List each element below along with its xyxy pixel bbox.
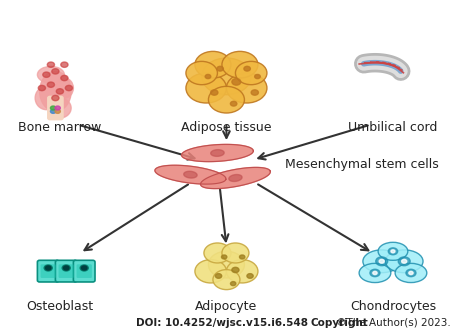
Polygon shape: [229, 174, 242, 181]
Circle shape: [47, 62, 55, 67]
Ellipse shape: [395, 263, 427, 283]
Circle shape: [230, 101, 237, 106]
Ellipse shape: [359, 263, 391, 283]
Ellipse shape: [378, 242, 408, 260]
Circle shape: [50, 109, 56, 113]
Ellipse shape: [201, 58, 251, 95]
Circle shape: [38, 85, 46, 91]
Text: DOI: 10.4252/wjsc.v15.i6.548: DOI: 10.4252/wjsc.v15.i6.548: [137, 318, 309, 328]
Circle shape: [398, 257, 410, 266]
Circle shape: [82, 266, 87, 270]
FancyBboxPatch shape: [37, 260, 59, 282]
Circle shape: [232, 79, 241, 85]
FancyBboxPatch shape: [59, 264, 74, 278]
Ellipse shape: [363, 250, 401, 273]
Circle shape: [388, 248, 398, 255]
FancyBboxPatch shape: [55, 260, 77, 282]
Ellipse shape: [40, 71, 71, 111]
Ellipse shape: [37, 67, 64, 83]
Circle shape: [230, 282, 236, 286]
Circle shape: [46, 266, 51, 270]
Ellipse shape: [195, 260, 227, 283]
Polygon shape: [211, 150, 224, 156]
Ellipse shape: [385, 250, 423, 273]
Ellipse shape: [186, 61, 218, 85]
Text: Mesenchymal stem cells: Mesenchymal stem cells: [285, 158, 439, 171]
Ellipse shape: [227, 73, 267, 103]
Text: Adipose tissue: Adipose tissue: [181, 121, 272, 134]
Text: Umbilical cord: Umbilical cord: [348, 121, 438, 134]
Circle shape: [221, 255, 227, 259]
Circle shape: [376, 257, 388, 266]
Circle shape: [52, 95, 59, 101]
Circle shape: [370, 269, 380, 277]
Ellipse shape: [62, 265, 70, 271]
FancyBboxPatch shape: [41, 264, 56, 278]
Ellipse shape: [35, 86, 58, 110]
Ellipse shape: [49, 98, 71, 118]
Polygon shape: [182, 144, 253, 162]
Circle shape: [409, 271, 413, 275]
Circle shape: [255, 75, 260, 79]
Circle shape: [47, 82, 55, 87]
Text: ©The Author(s) 2023.: ©The Author(s) 2023.: [333, 318, 451, 328]
Circle shape: [247, 274, 253, 278]
Ellipse shape: [222, 51, 258, 78]
Ellipse shape: [204, 243, 231, 263]
Circle shape: [210, 90, 218, 95]
Circle shape: [205, 75, 211, 79]
Circle shape: [217, 66, 223, 71]
Circle shape: [61, 62, 68, 67]
Ellipse shape: [186, 73, 227, 103]
Circle shape: [244, 66, 250, 71]
Ellipse shape: [222, 243, 249, 263]
Ellipse shape: [44, 265, 52, 271]
Circle shape: [232, 267, 239, 272]
Circle shape: [43, 72, 50, 77]
Circle shape: [56, 89, 64, 94]
FancyBboxPatch shape: [48, 96, 63, 120]
Text: Bone marrow: Bone marrow: [18, 121, 101, 134]
Circle shape: [52, 69, 59, 74]
Circle shape: [65, 85, 73, 91]
Circle shape: [373, 271, 377, 275]
FancyBboxPatch shape: [73, 260, 95, 282]
Text: Adipocyte: Adipocyte: [195, 300, 257, 312]
Circle shape: [401, 259, 407, 263]
Text: Copyright: Copyright: [310, 318, 368, 328]
Circle shape: [64, 266, 69, 270]
Ellipse shape: [195, 51, 231, 78]
Circle shape: [215, 274, 222, 278]
Text: Chondrocytes: Chondrocytes: [350, 300, 436, 312]
Circle shape: [55, 106, 60, 110]
Circle shape: [50, 106, 56, 110]
Polygon shape: [155, 165, 226, 184]
Circle shape: [55, 109, 60, 113]
FancyBboxPatch shape: [77, 264, 92, 278]
Ellipse shape: [213, 269, 240, 290]
Ellipse shape: [227, 260, 258, 283]
Polygon shape: [201, 167, 270, 188]
Ellipse shape: [55, 78, 73, 98]
Circle shape: [239, 255, 245, 259]
Ellipse shape: [80, 265, 88, 271]
Circle shape: [61, 75, 68, 81]
Circle shape: [251, 90, 258, 95]
Circle shape: [391, 250, 395, 253]
Polygon shape: [184, 171, 197, 178]
Circle shape: [406, 269, 416, 277]
Ellipse shape: [209, 86, 245, 113]
Circle shape: [379, 259, 384, 263]
Ellipse shape: [209, 251, 245, 278]
Ellipse shape: [236, 61, 267, 85]
Text: Osteoblast: Osteoblast: [27, 300, 93, 312]
